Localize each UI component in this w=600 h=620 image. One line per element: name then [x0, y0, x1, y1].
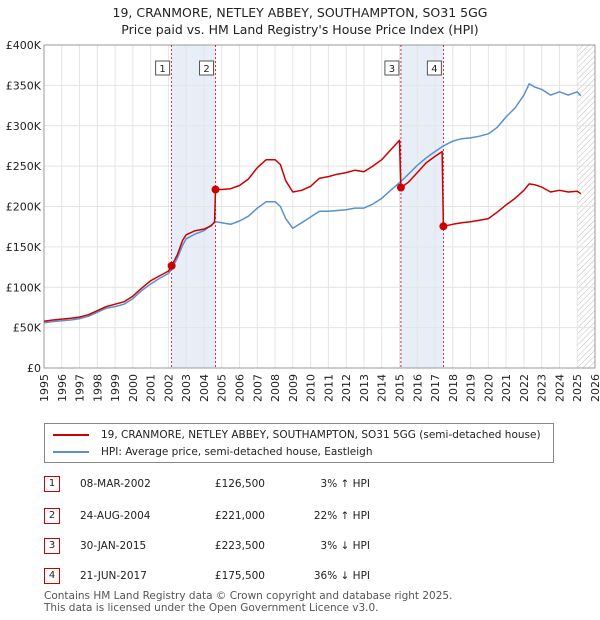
sale-price: £175,500	[214, 570, 265, 582]
sale-hpi-diff: 22% ↑ HPI	[313, 510, 370, 522]
x-tick-label: 2011	[322, 374, 335, 402]
sale-number-badge: 2	[44, 508, 60, 524]
x-tick-label: 2025	[571, 374, 584, 402]
hpi-line	[43, 83, 582, 324]
price-chart: £0 £50K £100K £150K £200K £250K £300K £350K £400…	[6, 39, 600, 402]
footer-licence: This data is licensed under the Open Gov…	[44, 602, 379, 614]
sale-date: 24-AUG-2004	[80, 510, 151, 522]
sale-marker-label: 3	[389, 64, 395, 75]
footer: Contains HM Land Registry data © Crown c…	[44, 590, 452, 614]
x-tick-label: 2006	[234, 374, 247, 402]
plot-frame	[43, 44, 596, 369]
x-tick-label: 2010	[305, 374, 318, 402]
x-tick-label: 2003	[180, 374, 193, 402]
x-tick-label: 2017	[429, 374, 442, 402]
chart-title: 19, CRANMORE, NETLEY ABBEY, SOUTHAMPTON,…	[0, 4, 600, 38]
x-tick-label: 2004	[198, 374, 211, 402]
sale-hpi-diff: 3% ↓ HPI	[320, 540, 370, 552]
legend: 19, CRANMORE, NETLEY ABBEY, SOUTHAMPTON,…	[44, 423, 554, 463]
x-tick-label: 1996	[56, 374, 69, 402]
x-tick-label: 2008	[269, 374, 282, 402]
x-tick-label: 2002	[162, 374, 175, 402]
y-tick-label: £400K	[6, 39, 42, 52]
table-row: 4 21-JUN-2017 £175,500 36% ↓ HPI	[0, 568, 600, 588]
sale-date: 30-JAN-2015	[80, 540, 147, 552]
legend-swatch-property	[53, 434, 89, 436]
sale-price: £223,500	[214, 540, 265, 552]
sale-hpi-diff: 3% ↑ HPI	[320, 478, 370, 490]
x-tick-label: 2024	[553, 374, 566, 402]
legend-item-hpi: HPI: Average price, semi-detached house,…	[53, 444, 373, 460]
sale-number-badge: 4	[44, 568, 60, 584]
sale-point	[211, 185, 220, 194]
x-tick-label: 2023	[536, 374, 549, 402]
x-tick-label: 2001	[145, 374, 158, 402]
sale-number-badge: 3	[44, 538, 60, 554]
x-tick-label: 1999	[109, 374, 122, 402]
legend-label-property: 19, CRANMORE, NETLEY ABBEY, SOUTHAMPTON,…	[101, 429, 541, 441]
sale-point	[396, 183, 405, 192]
x-tick-label: 2013	[358, 374, 371, 402]
chart-title-line1: 19, CRANMORE, NETLEY ABBEY, SOUTHAMPTON,…	[112, 5, 488, 20]
y-tick-label: £200K	[6, 201, 42, 214]
sale-marker-box	[155, 60, 171, 76]
sale-point	[439, 222, 448, 231]
x-tick-label: 2000	[127, 374, 140, 402]
y-tick-label: £300K	[6, 120, 42, 133]
table-row: 3 30-JAN-2015 £223,500 3% ↓ HPI	[0, 538, 600, 558]
x-tick-label: 2016	[411, 374, 424, 402]
property-price-line	[43, 139, 582, 322]
x-tick-label: 2012	[340, 374, 353, 402]
x-tick-label: 2026	[589, 374, 600, 402]
sale-date: 08-MAR-2002	[80, 478, 151, 490]
sale-point	[167, 261, 176, 270]
x-tick-label: 2014	[376, 374, 389, 402]
sale-marker-box	[426, 60, 442, 76]
sale-marker-label: 2	[203, 64, 209, 75]
table-row: 2 24-AUG-2004 £221,000 22% ↑ HPI	[0, 508, 600, 528]
y-tick-label: £100K	[6, 281, 42, 294]
chart-title-line2: Price paid vs. HM Land Registry's House …	[121, 22, 479, 37]
sale-marker-box	[199, 60, 215, 76]
sale-hpi-diff: 36% ↓ HPI	[313, 570, 370, 582]
x-tick-label: 1995	[38, 374, 51, 402]
y-tick-label: £150K	[6, 241, 42, 254]
y-tick-label: £50K	[13, 322, 42, 335]
y-tick-label: £350K	[6, 79, 42, 92]
sale-price: £221,000	[214, 510, 265, 522]
y-tick-label: £0	[27, 362, 41, 375]
x-tick-label: 2015	[393, 374, 406, 402]
table-row: 1 08-MAR-2002 £126,500 3% ↑ HPI	[0, 476, 600, 496]
x-tick-label: 2018	[447, 374, 460, 402]
sale-marker-label: 1	[159, 64, 165, 75]
x-tick-label: 1997	[74, 374, 87, 402]
x-tick-label: 2022	[518, 374, 531, 402]
sale-marker-label: 4	[431, 64, 437, 75]
x-tick-label: 2005	[216, 374, 229, 402]
y-tick-label: £250K	[6, 160, 42, 173]
sale-number-badge: 1	[44, 476, 60, 492]
sale-price: £126,500	[214, 478, 265, 490]
x-tick-label: 2009	[287, 374, 300, 402]
legend-label-hpi: HPI: Average price, semi-detached house,…	[101, 446, 373, 458]
x-tick-label: 2007	[251, 374, 264, 402]
sale-date: 21-JUN-2017	[80, 570, 147, 582]
x-tick-label: 1998	[91, 374, 104, 402]
legend-swatch-hpi	[53, 451, 89, 453]
footer-copyright: Contains HM Land Registry data © Crown c…	[44, 590, 453, 602]
x-tick-label: 2020	[482, 374, 495, 402]
x-tick-label: 2021	[500, 374, 513, 402]
legend-item-property: 19, CRANMORE, NETLEY ABBEY, SOUTHAMPTON,…	[53, 427, 541, 443]
x-tick-label: 2019	[465, 374, 478, 402]
sale-marker-box	[384, 60, 400, 76]
